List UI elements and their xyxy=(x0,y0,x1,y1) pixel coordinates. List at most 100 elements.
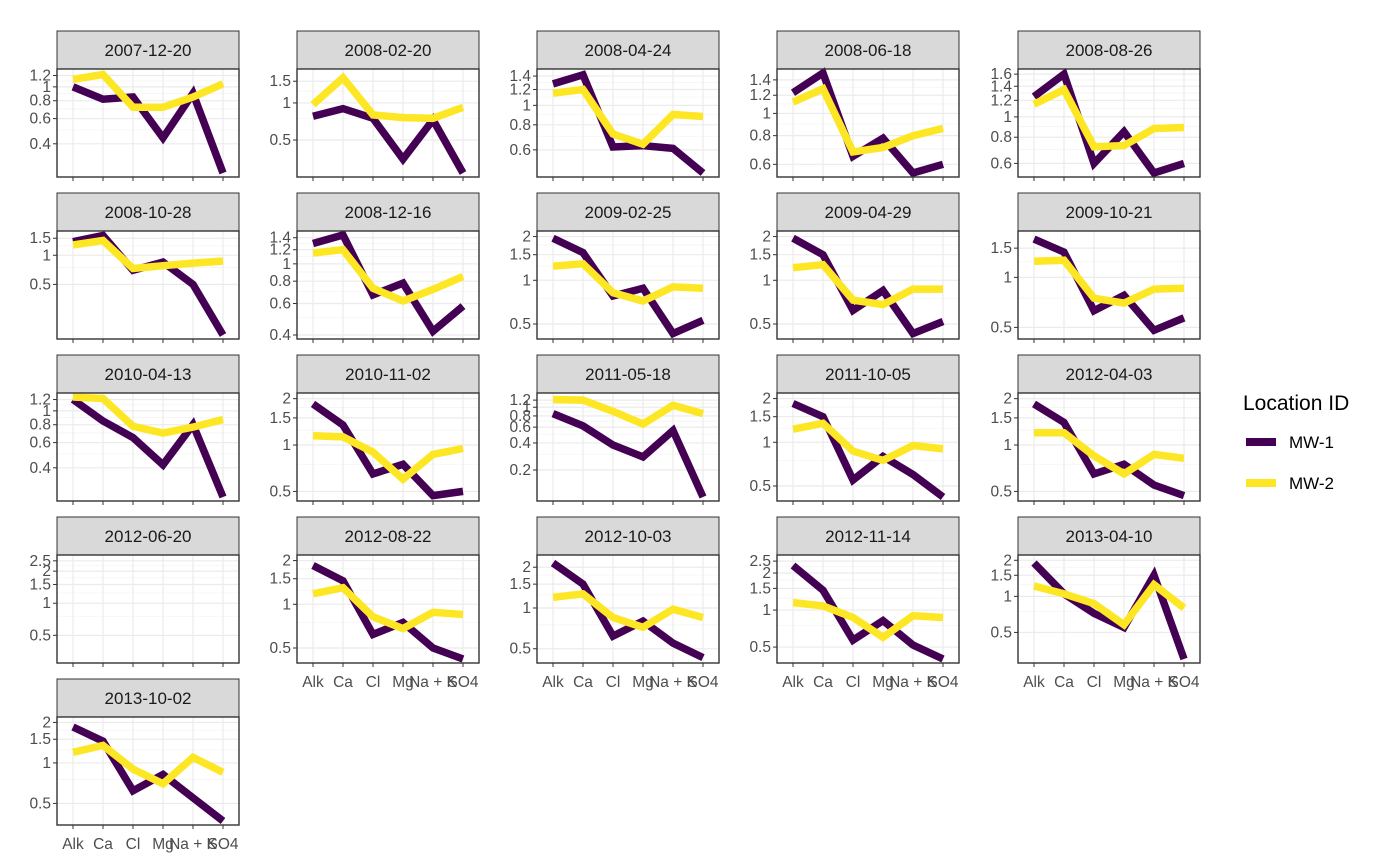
y-tick-label: 1 xyxy=(282,256,291,273)
panel-border xyxy=(536,554,720,664)
y-tick-label: 0.5 xyxy=(749,478,771,495)
y-tick-label: 1.5 xyxy=(990,410,1012,427)
series-line-mw-2 xyxy=(1033,579,1187,630)
y-tick-label: 0.5 xyxy=(990,624,1012,641)
x-tick-label: Alk xyxy=(302,674,324,691)
facet-panel: 2008-12-16 0.4 0.6 0.811.21.4 xyxy=(269,192,480,344)
facet-strip xyxy=(296,30,480,70)
y-tick-label: 1 xyxy=(522,399,531,416)
facet-strip xyxy=(776,30,960,70)
facet-strip xyxy=(296,192,480,232)
y-tick-label: 2.5 xyxy=(749,553,771,570)
facet-strip xyxy=(536,354,720,394)
x-tick-label: Na + K xyxy=(889,674,937,691)
panel-border xyxy=(56,554,240,664)
y-tick-label: 1.5 xyxy=(749,580,771,597)
facet-title: 2008-06-18 xyxy=(825,41,912,60)
series-line-mw-2 xyxy=(72,236,224,273)
facet-title: 2009-04-29 xyxy=(825,203,912,222)
y-tick-label: 0.5 xyxy=(509,641,531,658)
x-tick-label: Ca xyxy=(333,674,353,691)
y-tick-label: 0.5 xyxy=(509,316,531,333)
facet-title: 2012-10-03 xyxy=(585,527,672,546)
y-tick-label: 2 xyxy=(762,391,771,408)
facet-strip xyxy=(296,516,480,556)
panel-border xyxy=(776,554,960,664)
y-tick-label: 1.2 xyxy=(749,87,771,104)
y-tick-label: 2 xyxy=(762,565,771,582)
x-tick-label: SO4 xyxy=(447,674,478,691)
series-line-mw-2 xyxy=(72,70,225,112)
y-tick-label: 1.5 xyxy=(29,731,51,748)
y-tick-label: 0.4 xyxy=(509,435,531,452)
panel-border xyxy=(776,392,960,502)
facet-title: 2012-04-03 xyxy=(1066,365,1153,384)
panel-border xyxy=(296,68,480,178)
series-line-mw-2 xyxy=(1033,256,1185,307)
facet-strip xyxy=(1017,516,1201,556)
y-tick-label: 0.4 xyxy=(29,136,51,153)
y-tick-label: 1.5 xyxy=(269,73,291,90)
panel-border xyxy=(536,230,720,340)
y-tick-label: 0.8 xyxy=(269,273,291,290)
y-tick-label: 0.8 xyxy=(509,408,531,425)
facet-panel: 2009-02-25 0.5 1 1.52 xyxy=(509,192,720,343)
facet-panel: 2010-04-13 0.4 0.60.811.2 xyxy=(29,354,240,505)
facet-strip xyxy=(1017,192,1201,232)
y-tick-label: 1 xyxy=(42,247,51,264)
panel-background xyxy=(57,555,239,663)
y-tick-label: 0.5 xyxy=(29,627,51,644)
series-line-mw-2 xyxy=(312,245,465,306)
facet-strip xyxy=(296,354,480,394)
x-tick-label: Mg xyxy=(1113,674,1135,691)
y-tick-label: 1 xyxy=(42,755,51,772)
y-tick-label: 0.5 xyxy=(749,316,771,333)
facet-title: 2008-04-24 xyxy=(585,41,672,60)
facet-title: 2008-02-20 xyxy=(345,41,432,60)
panel-border xyxy=(1017,230,1201,340)
panel-border xyxy=(1017,554,1201,664)
series-line-mw-2 xyxy=(72,393,224,437)
facet-title: 2012-11-14 xyxy=(825,527,911,546)
y-tick-label: 1.6 xyxy=(990,66,1012,83)
facet-panel: 2008-08-26 0.6 0.8 11.21.41.6 xyxy=(990,30,1201,181)
y-tick-label: 2 xyxy=(762,229,771,246)
y-tick-label: 2 xyxy=(522,559,531,576)
x-tick-label: Ca xyxy=(573,674,593,691)
facet-title: 2009-02-25 xyxy=(585,203,672,222)
facet-panel: 2011-10-05 0.5 1 1.52 xyxy=(749,354,960,505)
y-tick-label: 1.5 xyxy=(509,576,531,593)
facet-title: 2010-04-13 xyxy=(105,365,192,384)
y-tick-label: 1.2 xyxy=(29,392,51,409)
series-line-mw-2 xyxy=(552,395,704,429)
facet-title: 2013-04-10 xyxy=(1066,527,1153,546)
panel-border xyxy=(1017,68,1201,178)
series-line-mw-2 xyxy=(792,260,943,309)
y-tick-label: 0.6 xyxy=(509,419,531,436)
y-tick-label: 1 xyxy=(762,272,771,289)
facet-title: 2011-10-05 xyxy=(825,365,911,384)
legend-label-mw-2: MW-2 xyxy=(1289,474,1334,493)
y-tick-label: 1.5 xyxy=(990,567,1012,584)
legend: Location ID MW-1 MW-2 xyxy=(1243,392,1349,493)
facet-strip xyxy=(776,192,960,232)
x-tick-label: Ca xyxy=(1054,674,1074,691)
series-line-mw-2 xyxy=(310,72,465,123)
y-tick-label: 2 xyxy=(522,229,531,246)
facet-title: 2008-12-16 xyxy=(345,203,432,222)
x-tick-label: Cl xyxy=(126,836,141,853)
facet-title: 2008-08-26 xyxy=(1066,41,1153,60)
x-tick-label: Cl xyxy=(366,674,381,691)
y-tick-label: 1 xyxy=(42,595,51,612)
series-line-mw-2 xyxy=(1032,84,1185,151)
series-line-mw-2 xyxy=(1034,429,1185,479)
y-tick-label: 1 xyxy=(1003,588,1012,605)
series-line-mw-2 xyxy=(312,583,464,633)
facet-panel: 2009-04-29 0.5 1 1.52 xyxy=(749,192,960,343)
panel-border xyxy=(776,230,960,340)
y-tick-label: 1 xyxy=(1003,109,1012,126)
y-tick-label: 0.6 xyxy=(29,111,51,128)
facet-title: 2012-06-20 xyxy=(105,527,192,546)
